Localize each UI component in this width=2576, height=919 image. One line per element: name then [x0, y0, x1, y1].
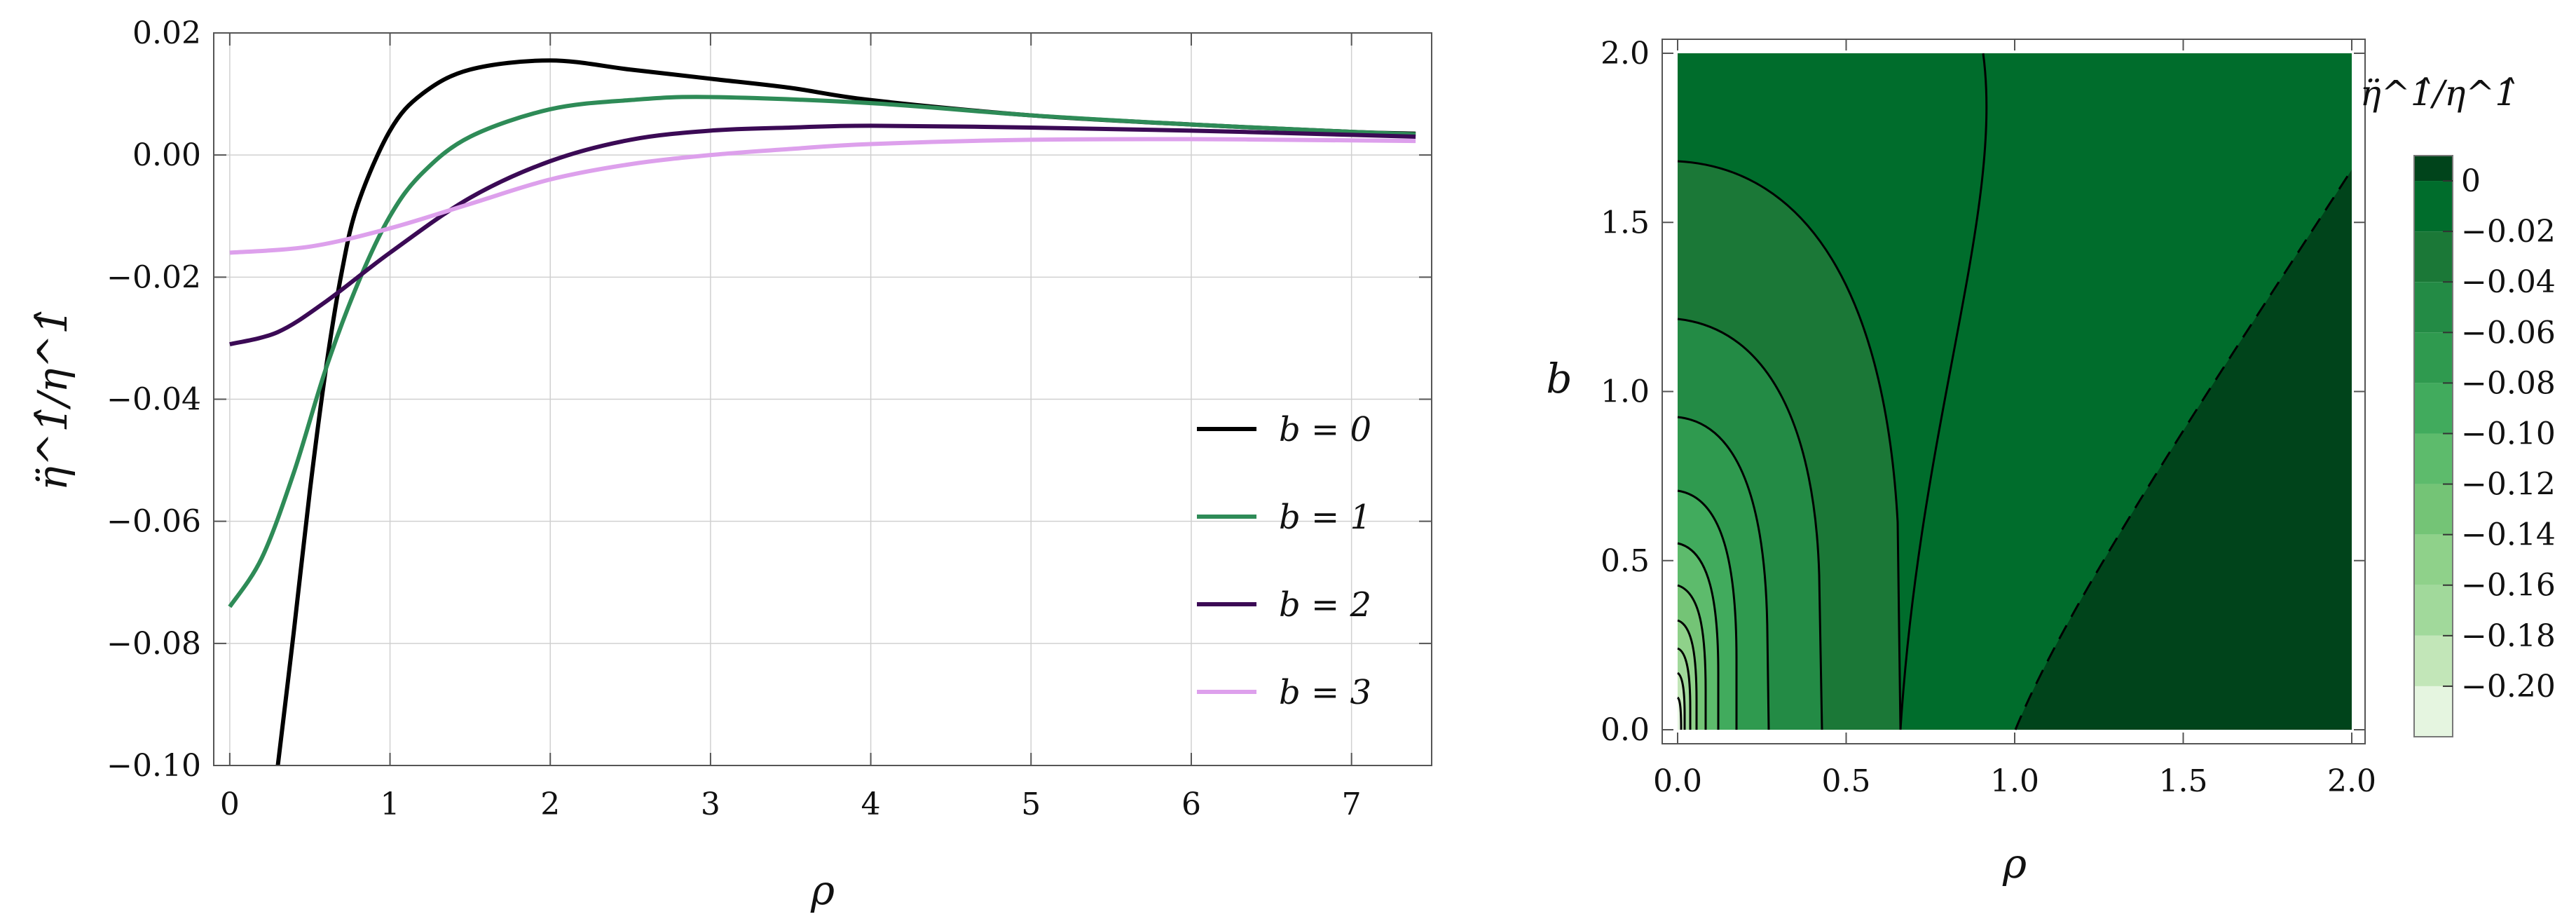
line-chart: 0 1 2 3 4 5 6 7 0.02 0.00 −0.02 −0.04 −0.06 −0.08 −0.… — [29, 15, 1432, 914]
colorbar-block — [2414, 585, 2453, 636]
colorbar-tick-label: −0.04 — [2461, 264, 2556, 300]
series-line-b0 — [275, 58, 1416, 765]
line-chart-grid — [214, 32, 1432, 766]
colorbar-tick-label: −0.16 — [2461, 568, 2556, 604]
x-tick-label: 1.0 — [1990, 763, 2039, 799]
line-chart-legend: b = 0 b = 1 b = 2 b = 3 — [1197, 410, 1371, 712]
x-tick-label: 2 — [540, 787, 560, 822]
x-tick-label: 0 — [220, 787, 240, 822]
colorbar-ticks: 0 −0.02 −0.04 −0.06 −0.08 −0.10 −0.12 −0.14 −0.1… — [2443, 163, 2556, 704]
colorbar-tick-label: 0 — [2461, 163, 2481, 199]
contour-y-label: b — [1546, 355, 1572, 402]
x-tick-label: 3 — [701, 787, 720, 822]
legend-label: b = 1 — [1279, 498, 1371, 537]
series-line-b3 — [229, 137, 1416, 255]
colorbar-block — [2414, 156, 2453, 182]
contour-line-6 — [1677, 584, 1707, 730]
x-tick-label: 0.5 — [1822, 763, 1871, 799]
contour-line-10 — [1676, 696, 1683, 730]
contour-chart: 0.0 0.5 1.0 1.5 2.0 0.0 0.5 1.0 1.5 2.0 ρ b — [1546, 36, 2376, 887]
legend-label: b = 0 — [1279, 410, 1371, 449]
contour-line-4 — [1677, 489, 1738, 730]
colorbar-tick-label: −0.18 — [2461, 618, 2556, 654]
colorbar-block — [2414, 686, 2453, 737]
y-tick-label: −0.02 — [107, 259, 201, 295]
y-tick-label: −0.08 — [107, 626, 201, 662]
line-chart-ticks — [214, 32, 1432, 766]
colorbar-block — [2414, 332, 2453, 383]
y-tick-label: 0.5 — [1601, 543, 1650, 579]
colorbar: 0 −0.02 −0.04 −0.06 −0.08 −0.10 −0.12 −0.14 −0.1… — [2360, 73, 2556, 737]
series-line-b2 — [229, 123, 1416, 347]
colorbar-block — [2414, 484, 2453, 535]
colorbar-tick-label: −0.02 — [2461, 214, 2556, 250]
x-tick-label: 5 — [1021, 787, 1041, 822]
line-chart-x-label: ρ — [810, 866, 835, 914]
y-tick-label: 1.5 — [1601, 205, 1650, 240]
line-chart-y-label: η̈^1̂/η^1̂ — [29, 308, 76, 491]
y-tick-label: 0.00 — [132, 137, 201, 173]
colorbar-block — [2414, 282, 2453, 333]
colorbar-tick-label: −0.10 — [2461, 416, 2556, 451]
y-tick-label: −0.10 — [107, 748, 201, 784]
line-chart-x-tick-labels: 0 1 2 3 4 5 6 7 — [220, 787, 1362, 822]
contour-line-5 — [1677, 542, 1720, 730]
x-tick-label: 1 — [381, 787, 400, 822]
contour-y-tick-labels: 0.0 0.5 1.0 1.5 2.0 — [1601, 36, 1650, 748]
contour-line-8 — [1677, 647, 1692, 730]
colorbar-block — [2414, 383, 2453, 434]
colorbar-title: η̈^1̂/η^1̂ — [2360, 73, 2517, 114]
y-tick-label: 0.0 — [1601, 712, 1650, 748]
colorbar-frame — [2413, 155, 2453, 737]
contour-x-tick-labels: 0.0 0.5 1.0 1.5 2.0 — [1653, 763, 2376, 799]
contour-lines — [1676, 53, 2353, 730]
contour-line-2 — [1677, 318, 1823, 730]
colorbar-block — [2414, 635, 2453, 686]
contour-line-9 — [1676, 672, 1686, 730]
y-tick-label: 2.0 — [1601, 36, 1650, 72]
colorbar-tick-label: −0.12 — [2461, 467, 2556, 503]
colorbar-tick-label: −0.06 — [2461, 315, 2556, 350]
contour-line-7 — [1677, 619, 1698, 730]
colorbar-block — [2414, 433, 2453, 484]
line-chart-series — [228, 58, 1416, 765]
colorbar-block — [2414, 534, 2453, 585]
x-tick-label: 6 — [1181, 787, 1201, 822]
y-tick-label: −0.04 — [107, 382, 201, 418]
legend-label: b = 2 — [1279, 585, 1371, 625]
contour-fill — [1678, 53, 2352, 730]
contour-line-1 — [1677, 160, 1902, 730]
y-tick-label: 0.02 — [132, 15, 201, 51]
colorbar-blocks — [2414, 156, 2453, 737]
colorbar-block — [2414, 181, 2453, 232]
line-chart-y-tick-labels: 0.02 0.00 −0.02 −0.04 −0.06 −0.08 −0.10 — [107, 15, 201, 784]
contour-x-label: ρ — [2002, 840, 2027, 887]
x-tick-label: 2.0 — [2327, 763, 2376, 799]
contour-region-positive — [2015, 170, 2352, 730]
colorbar-tick-label: −0.14 — [2461, 517, 2556, 553]
y-tick-label: 1.0 — [1601, 374, 1650, 410]
colorbar-tick-label: −0.08 — [2461, 365, 2556, 401]
x-tick-label: 1.5 — [2159, 763, 2208, 799]
contour-line-zero-dashed — [2014, 169, 2353, 730]
y-tick-label: −0.06 — [107, 504, 201, 540]
contour-line-3 — [1677, 416, 1770, 730]
colorbar-tick-label: −0.20 — [2461, 669, 2556, 704]
x-tick-label: 4 — [861, 787, 881, 822]
colorbar-block — [2414, 231, 2453, 282]
legend-label: b = 3 — [1279, 673, 1371, 712]
x-tick-label: 0.0 — [1653, 763, 1702, 799]
series-line-b1 — [228, 95, 1416, 608]
contour-line-0 — [1899, 53, 1988, 730]
x-tick-label: 7 — [1342, 787, 1362, 822]
contour-ticks — [1662, 39, 2365, 744]
